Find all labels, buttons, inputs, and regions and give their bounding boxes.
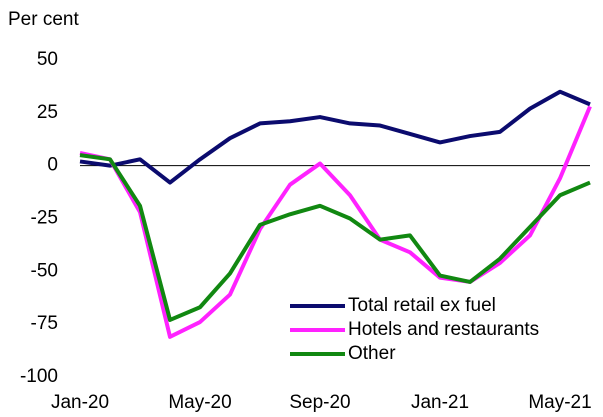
x-tick-label: Sep-20 [289,392,350,413]
x-tick-label: Jan-20 [51,392,109,413]
legend-label: Hotels and restaurants [348,319,539,340]
y-tick-label: -25 [31,208,58,229]
series-line [79,105,592,339]
y-tick-label: -50 [31,260,58,281]
series-line [79,89,591,185]
series-line [79,153,591,322]
legend-label: Total retail ex fuel [348,295,496,316]
y-tick-label: -100 [20,366,58,387]
y-axis-title: Per cent [8,9,79,30]
y-tick-label: -75 [31,313,58,334]
x-tick-label: May-20 [168,392,231,413]
legend-label: Other [348,343,396,364]
x-tick-label: May-21 [528,392,591,413]
y-tick-label: 0 [47,155,58,176]
y-tick-label: 50 [37,49,58,70]
x-tick-label: Jan-21 [411,392,469,413]
y-tick-label: 25 [37,102,58,123]
